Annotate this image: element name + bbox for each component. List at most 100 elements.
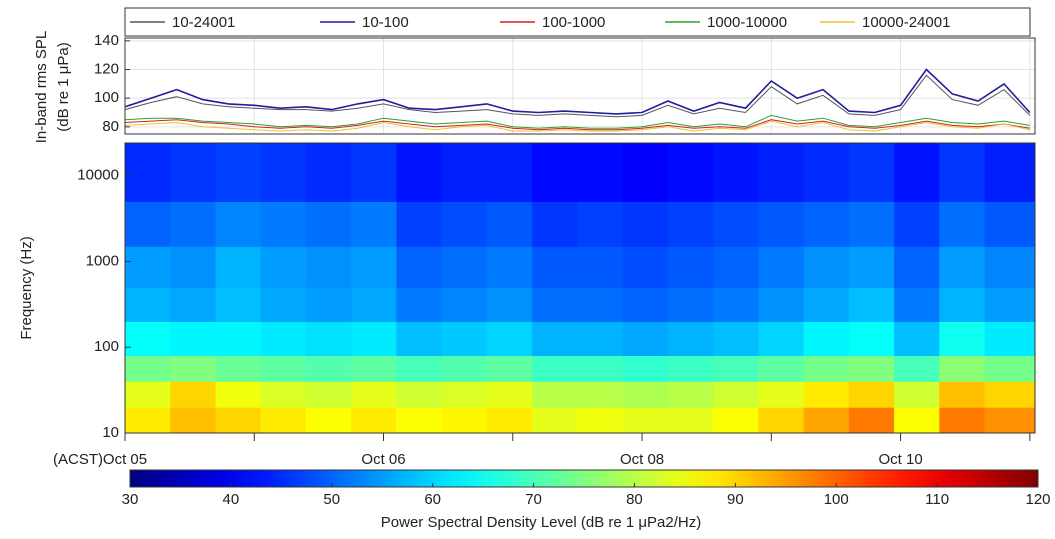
heatmap-cell: [441, 201, 488, 247]
heatmap-cell: [848, 246, 895, 288]
colorbar-tick-label: 80: [626, 491, 643, 508]
legend-label: 10000-24001: [862, 14, 950, 31]
heatmap-cell: [260, 407, 307, 434]
x-tick-label: Oct 08: [620, 451, 664, 468]
heatmap-cell: [125, 287, 171, 322]
heatmap-cell: [622, 407, 669, 434]
heatmap-cell: [125, 246, 171, 288]
colorbar-tick-label: 40: [223, 491, 240, 508]
heatmap-cell: [351, 355, 397, 382]
heatmap-cell: [170, 201, 216, 247]
heatmap-cell: [260, 355, 307, 382]
heatmap-cell: [351, 287, 397, 322]
heatmap-cell: [351, 381, 397, 408]
heatmap-cell: [486, 355, 533, 382]
heatmap-cell: [532, 246, 578, 288]
heatmap-cell: [532, 321, 578, 357]
heatmap-cell: [170, 143, 216, 202]
heatmap-cell: [170, 355, 216, 382]
heatmap-cell: [441, 381, 488, 408]
heatmap-cell: [667, 287, 714, 322]
heatmap-cell: [713, 143, 759, 202]
legend-label: 10-100: [362, 14, 409, 31]
heatmap-cell: [939, 407, 986, 434]
heatmap-cell: [396, 407, 443, 434]
heatmap-cell: [667, 381, 714, 408]
heatmap-cell: [894, 321, 940, 357]
heatmap-cell: [667, 143, 714, 202]
heatmap-cell: [486, 201, 533, 247]
heatmap-cell: [622, 287, 669, 322]
colorbar-tick-label: 60: [424, 491, 441, 508]
heatmap-cell: [125, 143, 171, 202]
heatmap-cell: [486, 407, 533, 434]
heatmap-cell: [305, 407, 352, 434]
series-line: [124, 120, 1030, 132]
heatmap-cell: [803, 143, 850, 202]
heatmap-cell: [351, 407, 397, 434]
heatmap-cell: [260, 201, 307, 247]
heatmap-cell: [577, 407, 624, 434]
y-tick-label: 100: [94, 89, 119, 106]
heatmap-cell: [215, 143, 262, 202]
heatmap-cell: [984, 201, 1036, 247]
heatmap-cell: [803, 287, 850, 322]
heatmap-cell: [803, 321, 850, 357]
heatmap-cell: [351, 201, 397, 247]
heatmap-cell: [894, 143, 940, 202]
heatmap-cell: [441, 143, 488, 202]
y-tick-label: 100: [94, 338, 119, 355]
heatmap-cell: [803, 201, 850, 247]
heatmap-cell: [215, 287, 262, 322]
heatmap-cell: [894, 246, 940, 288]
heatmap-cell: [532, 143, 578, 202]
heatmap-cell: [125, 355, 171, 382]
heatmap-cell: [125, 381, 171, 408]
heatmap-cell: [848, 287, 895, 322]
heatmap-cell: [305, 201, 352, 247]
heatmap-cell: [260, 381, 307, 408]
heatmap-cell: [305, 321, 352, 357]
series-line: [124, 68, 1031, 115]
series-line: [124, 74, 1031, 118]
y-tick-label: 10000: [77, 167, 119, 184]
heatmap-cell: [848, 321, 895, 357]
heatmap-cell: [125, 407, 171, 434]
heatmap-cell: [577, 201, 624, 247]
colorbar-label: Power Spectral Density Level (dB re 1 μP…: [381, 514, 701, 531]
heatmap-cell: [713, 287, 759, 322]
heatmap-cell: [758, 407, 805, 434]
series-line: [124, 114, 1030, 129]
heatmap-cell: [713, 407, 759, 434]
x-tick-label: Oct 10: [878, 451, 922, 468]
heatmap-cell: [486, 321, 533, 357]
y-tick-label: 140: [94, 32, 119, 49]
heatmap-cell: [758, 201, 805, 247]
heatmap-cell: [939, 143, 986, 202]
heatmap-cell: [758, 381, 805, 408]
heatmap-cell: [396, 321, 443, 357]
heatmap-cell: [532, 355, 578, 382]
heatmap-cell: [305, 355, 352, 382]
heatmap-cell: [577, 143, 624, 202]
heatmap-cell: [125, 201, 171, 247]
heatmap-cell: [622, 321, 669, 357]
legend-label: 100-1000: [542, 14, 605, 31]
heatmap-cell: [894, 201, 940, 247]
heatmap-cell: [667, 201, 714, 247]
legend-label: 10-24001: [172, 14, 235, 31]
heatmap-cell: [441, 407, 488, 434]
heatmap-cell: [848, 355, 895, 382]
y-tick-label: 120: [94, 60, 119, 77]
axes-box: [124, 37, 1036, 135]
heatmap-cell: [667, 321, 714, 357]
heatmap-cell: [713, 246, 759, 288]
heatmap-cell: [939, 321, 986, 357]
heatmap-cell: [396, 201, 443, 247]
heatmap-cell: [803, 381, 850, 408]
heatmap-cell: [894, 287, 940, 322]
y-axis-label: Frequency (Hz): [18, 236, 35, 339]
timezone-label: (ACST): [53, 451, 103, 468]
heatmap-cell: [984, 407, 1036, 434]
